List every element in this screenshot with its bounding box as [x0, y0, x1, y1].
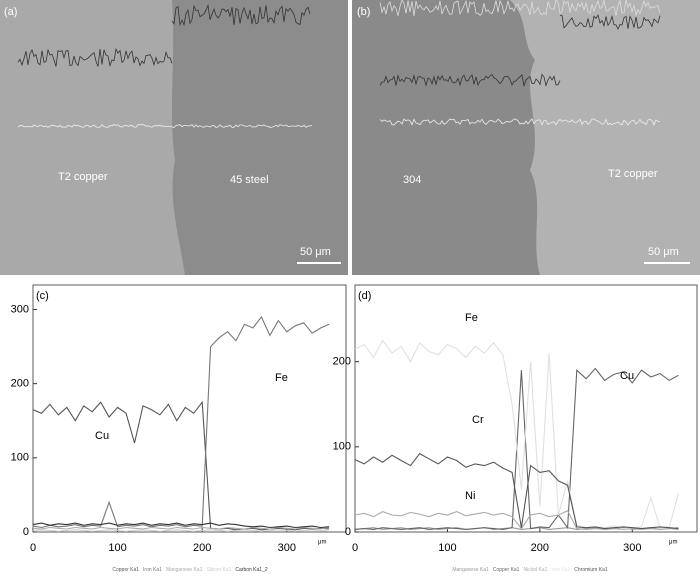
annotation: Cu: [620, 370, 634, 382]
scan-overlay: [379, 118, 661, 126]
annotation: Fe: [275, 372, 288, 384]
scale-label: 50 μm: [300, 246, 331, 258]
scan-overlay: [379, 0, 661, 17]
scan-overlay: [171, 3, 311, 27]
legend-entry: Carbon Ka1_2: [235, 567, 267, 573]
region-label: T2 copper: [58, 171, 108, 183]
y-tick-label: 0: [23, 526, 29, 538]
steel-region: [172, 0, 348, 275]
x-tick-label: 0: [352, 542, 358, 554]
y-tick-label: 100: [11, 452, 29, 464]
y-tick-label: 300: [11, 303, 29, 315]
x-tick-label: 300: [278, 542, 296, 554]
series-line: [32, 315, 330, 529]
series-line: [354, 452, 679, 530]
region-label: 45 steel: [230, 174, 269, 186]
x-tick-label: 0: [30, 542, 36, 554]
panel-label: (d): [358, 290, 371, 302]
scale-label: 50 μm: [648, 246, 679, 258]
region-label: T2 copper: [608, 168, 658, 180]
scan-overlay: [559, 14, 661, 30]
series-line: [354, 509, 679, 530]
legend-entry: Iron Ka1: [551, 567, 570, 573]
x-unit: μm: [318, 540, 326, 546]
legend-entry: Copper Ka1: [112, 567, 139, 573]
legend-entry: Silicon Ka1: [206, 567, 231, 573]
y-tick-label: 0: [345, 526, 351, 538]
y-tick-label: 100: [333, 441, 351, 453]
series-line: [32, 400, 330, 531]
series-line: [32, 529, 330, 532]
plot-area: [32, 284, 347, 533]
annotation: Cu: [95, 430, 109, 442]
legend-entry: Manganese Ka1: [452, 567, 489, 573]
annotation: Cr: [472, 414, 484, 426]
series-line: [32, 522, 330, 529]
legend-entry: Copper Ka1: [493, 567, 520, 573]
panel-label: (a): [4, 6, 17, 18]
plot-area: [354, 284, 698, 533]
legend-entry: Iron Ka1: [143, 567, 162, 573]
x-tick-label: 200: [193, 542, 211, 554]
legend-entry: Manganese Ka1: [166, 567, 203, 573]
x-tick-label: 200: [531, 542, 549, 554]
annotation: Fe: [465, 312, 478, 324]
panel-label: (c): [36, 290, 49, 302]
x-tick-label: 100: [438, 542, 456, 554]
x-unit: μm: [669, 540, 677, 546]
series-line: [32, 526, 330, 530]
region-label: 304: [403, 174, 421, 186]
series-line: [354, 339, 680, 530]
y-tick-label: 200: [333, 356, 351, 368]
y-tick-label: 200: [11, 378, 29, 390]
scan-overlay: [17, 123, 313, 128]
legend: Copper Ka1 Iron Ka1 Manganese Ka1 Silicon K…: [112, 567, 267, 573]
x-tick-label: 300: [623, 542, 641, 554]
scan-overlay: [379, 73, 561, 87]
annotation: Ni: [465, 490, 475, 502]
legend-entry: Nickel Ka1: [523, 567, 547, 573]
legend: Manganese Ka1 Copper Ka1 Nickel Ka1 Iron Ka…: [452, 567, 607, 573]
x-tick-label: 100: [108, 542, 126, 554]
copper-region: [510, 0, 700, 275]
legend-entry: Chromium Ka1: [574, 567, 608, 573]
scan-overlay: [17, 47, 173, 67]
panel-label: (b): [357, 6, 370, 18]
